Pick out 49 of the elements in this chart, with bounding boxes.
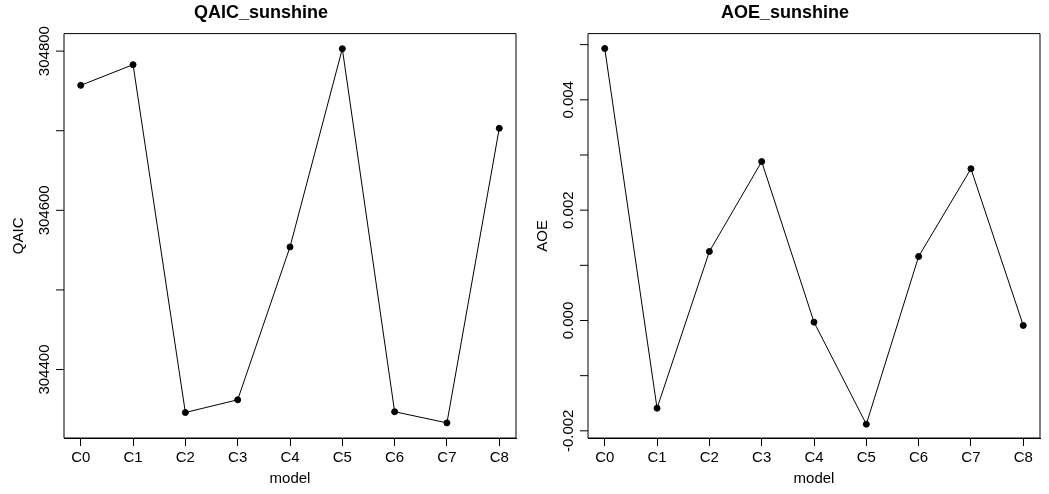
point [653,404,661,412]
y-tick-label: 0.002 [558,191,576,229]
y-tick-label: 0.000 [558,301,576,340]
x-tick-label: C8 [1013,448,1033,466]
point [443,419,451,427]
point [286,243,294,251]
point [967,165,975,173]
point [77,81,85,89]
point [601,45,609,52]
x-axis-title: model [793,469,835,487]
x-tick-label: C3 [228,448,248,466]
point [495,124,503,132]
x-tick-label: C7 [437,448,457,466]
x-tick-label: C1 [123,448,143,466]
y-axis-title: QAIC [9,217,27,255]
point [234,396,242,404]
point [705,248,713,256]
y-tick-label: 304600 [34,185,52,236]
point [338,45,346,53]
x-tick-label: C2 [175,448,195,466]
x-axis-title: model [269,469,311,487]
point [862,420,870,428]
point [915,252,923,260]
point [129,61,137,69]
point [1019,321,1027,329]
x-tick-label: C0 [71,448,91,466]
y-tick-label: 304800 [34,26,52,77]
x-tick-label: C4 [280,448,300,466]
y-tick-label: -0.002 [558,409,576,453]
x-tick-label: C7 [961,448,981,466]
point [810,318,818,326]
y-tick-label: 304400 [34,344,52,395]
x-tick-label: C8 [489,448,509,466]
x-tick-label: C4 [804,448,824,466]
x-tick-label: C6 [909,448,929,466]
x-tick-label: C2 [699,448,719,466]
point [181,409,189,417]
x-tick-label: C3 [752,448,772,466]
x-tick-label: C5 [856,448,876,466]
x-tick-label: C5 [332,448,352,466]
y-axis-title: AOE [533,219,551,252]
point [391,408,399,416]
x-tick-label: C1 [647,448,667,466]
point [758,158,766,166]
chart-title: QAIC_sunshine [193,1,329,22]
x-tick-label: C6 [385,448,405,466]
chart-title: AOE_sunshine [720,1,850,22]
y-tick-label: 0.004 [558,81,576,119]
x-tick-label: C0 [595,448,615,466]
